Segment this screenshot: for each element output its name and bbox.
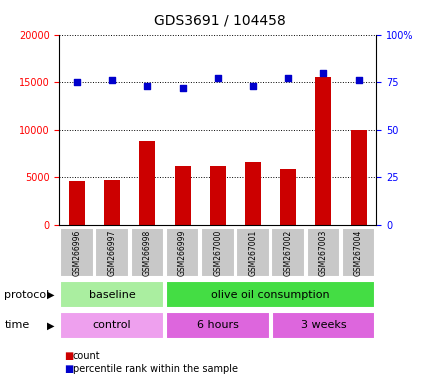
Point [73, 79, 81, 85]
Bar [131, 228, 164, 277]
Bar [60, 228, 94, 277]
Text: 6 hours: 6 hours [197, 320, 239, 331]
Text: ▶: ▶ [47, 320, 55, 331]
Text: GSM267003: GSM267003 [319, 229, 328, 276]
Bar [139, 141, 155, 225]
Bar [69, 181, 85, 225]
Bar [104, 180, 120, 225]
Text: GSM267001: GSM267001 [249, 229, 257, 276]
Bar [166, 228, 199, 277]
Bar [271, 228, 305, 277]
Text: 3 weeks: 3 weeks [301, 320, 346, 331]
Text: time: time [4, 320, 29, 331]
Bar [60, 312, 164, 339]
Bar [307, 228, 340, 277]
Bar [175, 166, 191, 225]
Text: baseline: baseline [89, 290, 136, 300]
Text: ■: ■ [64, 364, 73, 374]
Bar [271, 312, 375, 339]
Point [214, 75, 221, 81]
Bar [351, 130, 367, 225]
Text: olive oil consumption: olive oil consumption [211, 290, 330, 300]
Bar [210, 166, 226, 225]
Bar [236, 228, 270, 277]
Text: GSM266998: GSM266998 [143, 229, 152, 276]
Text: GSM266999: GSM266999 [178, 229, 187, 276]
Text: GSM267000: GSM267000 [213, 229, 222, 276]
Text: GSM267004: GSM267004 [354, 229, 363, 276]
Text: GSM266997: GSM266997 [108, 229, 117, 276]
Point [320, 70, 327, 76]
Bar [166, 312, 270, 339]
Text: ■: ■ [64, 351, 73, 361]
Point [249, 83, 257, 89]
Bar [60, 281, 164, 308]
Point [179, 85, 186, 91]
Point [355, 77, 362, 83]
Text: GSM266996: GSM266996 [73, 229, 81, 276]
Bar [280, 169, 296, 225]
Text: count: count [73, 351, 100, 361]
Point [109, 77, 116, 83]
Bar [201, 228, 235, 277]
Bar [95, 228, 129, 277]
Text: GDS3691 / 104458: GDS3691 / 104458 [154, 13, 286, 27]
Text: protocol: protocol [4, 290, 50, 300]
Point [144, 83, 151, 89]
Text: GSM267002: GSM267002 [284, 229, 293, 276]
Bar [315, 77, 331, 225]
Text: percentile rank within the sample: percentile rank within the sample [73, 364, 238, 374]
Bar [245, 162, 261, 225]
Bar [166, 281, 375, 308]
Text: ▶: ▶ [47, 290, 55, 300]
Point [285, 75, 292, 81]
Bar [342, 228, 375, 277]
Text: control: control [93, 320, 132, 331]
